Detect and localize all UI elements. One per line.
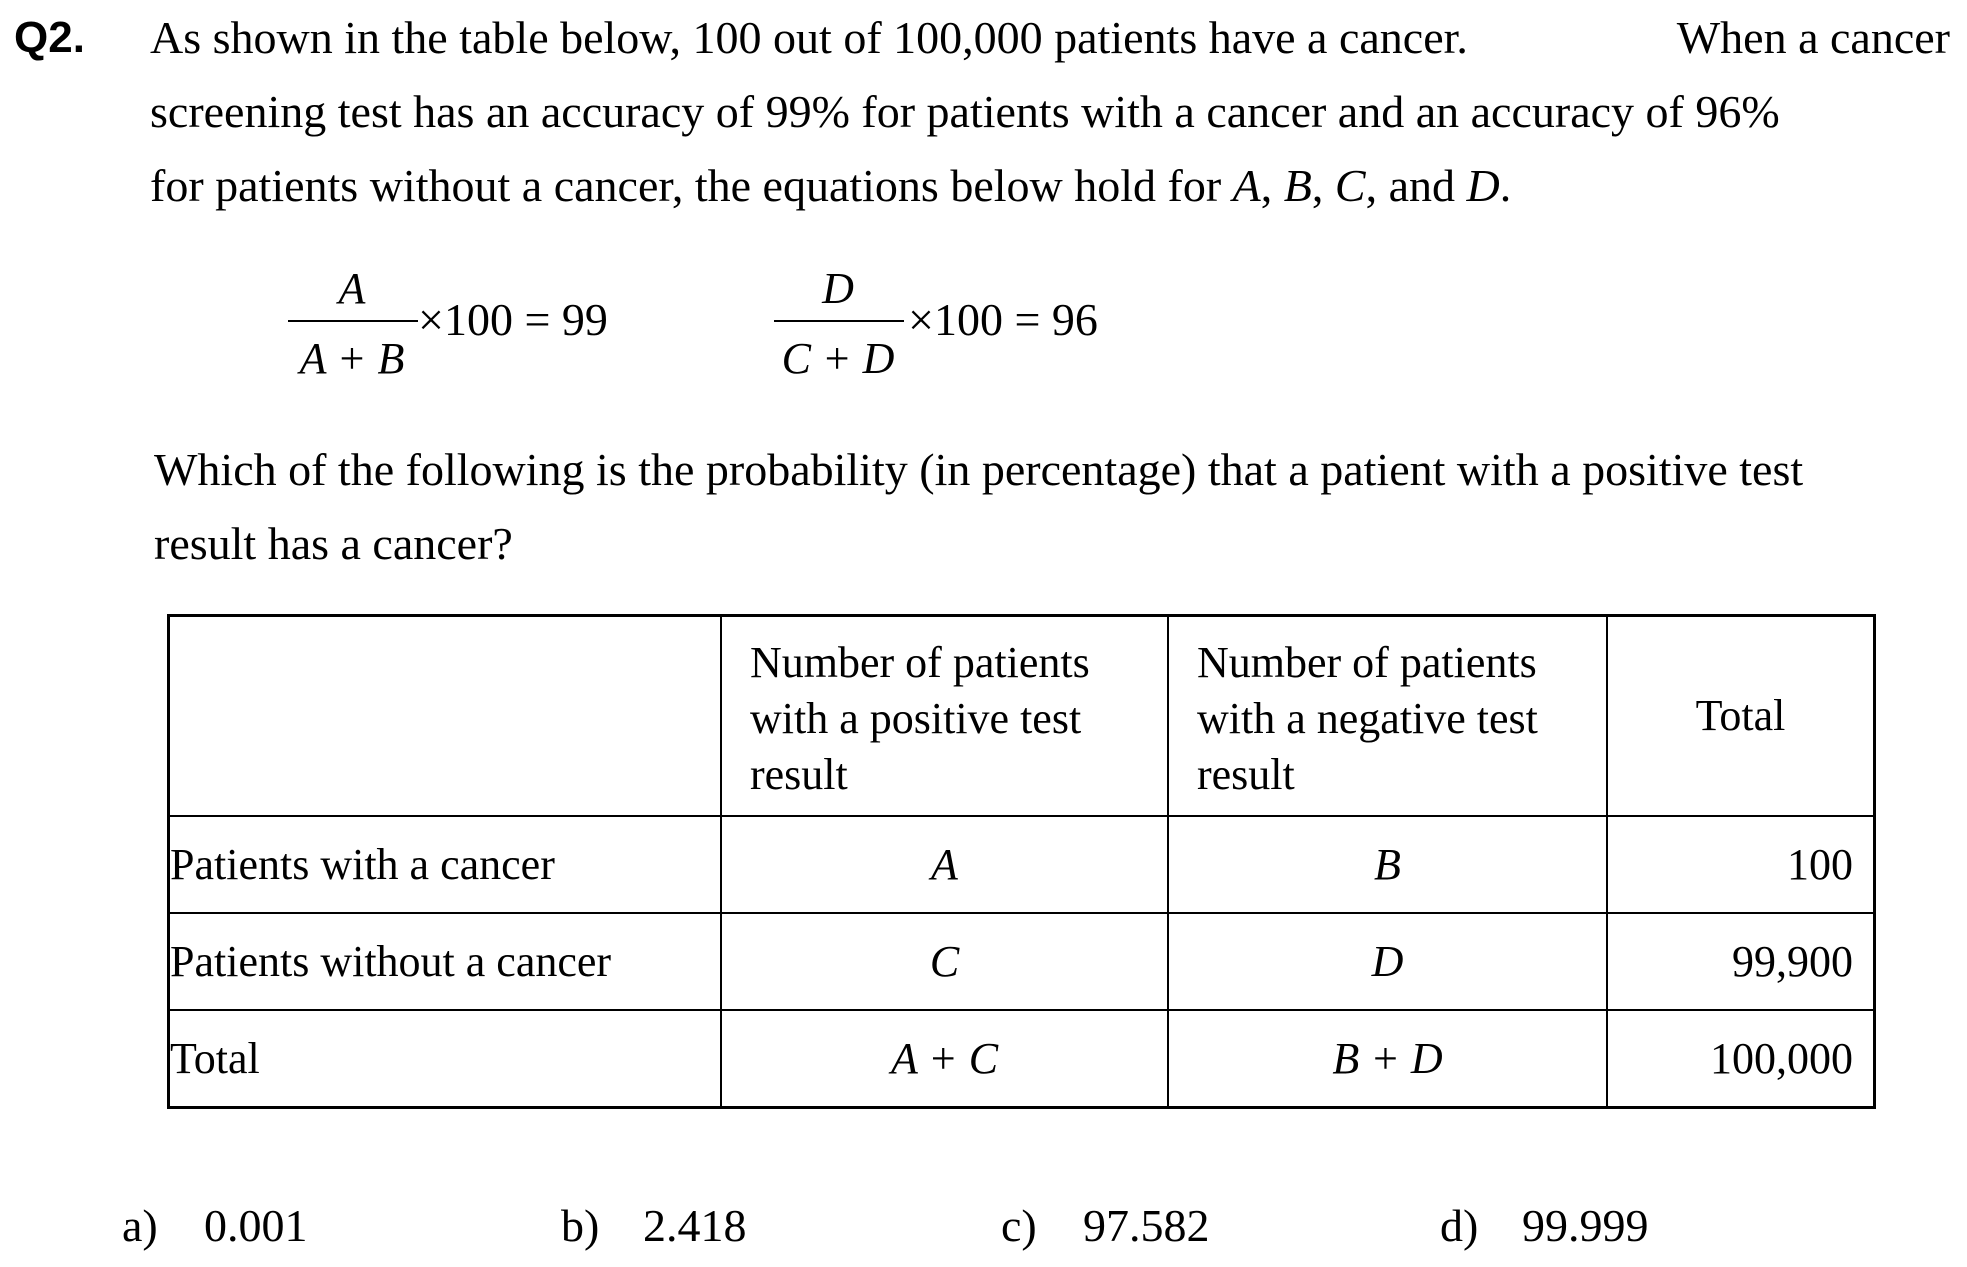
equation-1-result: ×100 = 99 [418, 294, 608, 345]
equation-1-numerator: A [338, 264, 366, 313]
equation-2-fraction-bar [774, 320, 904, 322]
prompt-line-2: result has a cancer? [154, 518, 513, 569]
option-value: 97.582 [1083, 1200, 1210, 1251]
question-text-prefix: for patients without a cancer, the equat… [150, 160, 1233, 211]
cell-total: 99,900 [1606, 912, 1876, 1011]
table-header-row: Number of patients with a positive test … [167, 614, 1876, 817]
option-b[interactable]: b) 2.418 [561, 1200, 747, 1252]
separator: , [1311, 160, 1335, 211]
equation-2-denominator: C + D [781, 334, 895, 383]
cell-positive: C [720, 912, 1169, 1011]
variable-b: B [1283, 160, 1312, 211]
table-header-total: Total [1606, 614, 1876, 817]
prompt-line-1: Which of the following is the probabilit… [154, 444, 1804, 495]
option-letter: b) [561, 1200, 600, 1251]
equation-2-result: ×100 = 96 [908, 294, 1098, 345]
question-text-line-2: screening test has an accuracy of 99% fo… [150, 86, 1780, 137]
option-letter: a) [122, 1200, 158, 1251]
row-label: Patients without a cancer [167, 912, 722, 1011]
sentence-end: . [1499, 160, 1512, 211]
equation-1-denominator: A + B [299, 334, 405, 383]
table-row: Patients without a cancer C D 99,900 [167, 912, 1876, 1011]
question-text-line-1: As shown in the table below, 100 out of … [150, 12, 1950, 64]
question-text-line-3: for patients without a cancer, the equat… [150, 160, 1511, 212]
option-d[interactable]: d) 99.999 [1440, 1200, 1649, 1252]
option-letter: d) [1440, 1200, 1479, 1251]
cell-negative: B + D [1167, 1009, 1608, 1109]
equation-1-fraction-bar [288, 320, 418, 322]
row-label: Total [167, 1009, 722, 1109]
header-negative-text: Number of patients with a negative test … [1197, 638, 1538, 799]
separator: , and [1365, 160, 1467, 211]
separator: , [1260, 160, 1284, 211]
cell-negative: D [1167, 912, 1608, 1011]
option-c[interactable]: c) 97.582 [1001, 1200, 1210, 1252]
option-value: 0.001 [204, 1200, 308, 1251]
table-row: Total A + C B + D 100,000 [167, 1009, 1876, 1109]
option-value: 99.999 [1522, 1200, 1649, 1251]
variable-d: D [1466, 160, 1500, 211]
cell-total: 100 [1606, 815, 1876, 914]
cell-negative: B [1167, 815, 1608, 914]
equation-2-numerator: D [822, 264, 854, 313]
cell-total: 100,000 [1606, 1009, 1876, 1109]
question-text-right: When a cancer [1676, 12, 1950, 63]
header-positive-text: Number of patients with a positive test … [750, 638, 1090, 799]
variable-c: C [1334, 160, 1366, 211]
variable-a: A [1232, 160, 1261, 211]
table-row: Patients with a cancer A B 100 [167, 815, 1876, 914]
question-number: Q2. [14, 13, 85, 62]
table-header-corner [167, 614, 722, 817]
table-header-negative: Number of patients with a negative test … [1167, 614, 1608, 817]
option-value: 2.418 [643, 1200, 747, 1251]
option-a[interactable]: a) 0.001 [122, 1200, 308, 1252]
question-text-left: As shown in the table below, 100 out of … [150, 12, 1468, 63]
row-label: Patients with a cancer [167, 815, 722, 914]
option-letter: c) [1001, 1200, 1037, 1251]
cell-positive: A + C [720, 1009, 1169, 1109]
cell-positive: A [720, 815, 1169, 914]
contingency-table: Number of patients with a positive test … [167, 614, 1876, 1109]
table-header-positive: Number of patients with a positive test … [720, 614, 1169, 817]
